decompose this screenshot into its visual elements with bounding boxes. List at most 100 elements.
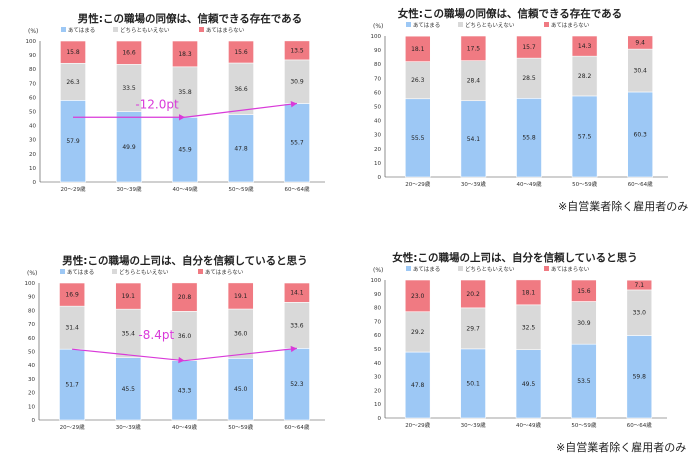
legend-swatch	[199, 27, 204, 32]
chart-title: 女性:この職場の上司は、自分を信頼していると思う	[392, 251, 637, 264]
data-label: 15.8	[66, 49, 80, 56]
data-label: 18.1	[522, 289, 536, 296]
y-tick-label: 40	[28, 363, 35, 369]
chart-panel-male-coworker: 男性:この職場の同僚は、信頼できる存在である あてはまる どちらともいえない あてはま…	[0, 0, 350, 229]
x-tick-label: 50～59歳	[229, 185, 254, 193]
legend-swatch	[406, 266, 411, 271]
legend-label: あてはまる	[68, 27, 95, 34]
trend-arrow-head	[179, 114, 185, 121]
data-label: 49.5	[522, 381, 536, 388]
data-label: 15.7	[522, 44, 536, 51]
data-label: 19.1	[234, 293, 248, 300]
data-label: 33.0	[633, 310, 647, 317]
data-label: 17.5	[467, 45, 481, 52]
data-label: 36.0	[234, 331, 248, 338]
bar-segment	[460, 307, 486, 350]
data-label: 29.7	[466, 325, 480, 332]
bar-segment	[516, 98, 542, 178]
x-tick-label: 20～29歳	[60, 423, 85, 431]
data-label: 45.0	[234, 386, 248, 393]
data-label: 47.8	[411, 382, 425, 389]
x-tick-label: 50～59歳	[572, 180, 597, 188]
legend-swatch	[198, 269, 203, 274]
data-label: 47.8	[234, 145, 248, 152]
data-label: 28.5	[522, 75, 536, 82]
legend-swatch	[458, 266, 463, 271]
chart-panel-female-boss: 女性:この職場の上司は、自分を信頼していると思う あてはまる どちらともいえない あて…	[350, 229, 700, 458]
data-label: 9.4	[635, 39, 645, 46]
x-tick-label: 30～39歳	[461, 421, 486, 429]
trend-arrow-line	[184, 347, 297, 362]
bar-segment	[404, 311, 431, 353]
data-label: 18.1	[411, 46, 425, 53]
bar-segment	[171, 311, 198, 361]
bar-segment	[515, 304, 542, 350]
y-tick-label: 70	[374, 319, 381, 325]
bar-segment	[627, 91, 654, 178]
y-tick-label: 100	[26, 39, 37, 45]
bar-segment	[404, 61, 431, 100]
data-label: 30.4	[634, 68, 648, 75]
data-label: 33.6	[290, 322, 304, 329]
trend-annotation: -8.4pt	[138, 328, 174, 342]
legend-swatch	[113, 27, 118, 32]
data-label: 18.3	[178, 51, 192, 58]
bar-segment	[404, 351, 431, 419]
bar-segment	[59, 282, 86, 307]
x-tick-label: 20～29歳	[405, 180, 430, 188]
data-label: 55.8	[522, 135, 536, 142]
bar-segment	[171, 282, 198, 312]
y-tick-label: 0	[32, 418, 36, 424]
data-label: 55.7	[290, 140, 304, 147]
legend-label: どちらともいえない	[465, 265, 515, 273]
data-label: 30.9	[577, 320, 591, 327]
y-unit-label: (%)	[28, 28, 38, 35]
data-label: 7.1	[635, 282, 645, 289]
y-tick-label: 20	[374, 147, 381, 153]
data-label: 26.3	[411, 77, 425, 84]
bar-segment	[571, 35, 598, 57]
data-label: 19.1	[122, 293, 136, 300]
x-tick-label: 20～29歳	[405, 421, 430, 429]
bar-segment	[228, 40, 254, 64]
bar-segment	[171, 360, 198, 421]
bar-segment	[515, 279, 542, 306]
y-tick-label: 10	[374, 402, 381, 408]
data-label: 53.5	[577, 378, 591, 385]
footnote-top: ※自営業者除く雇用者のみ	[558, 200, 689, 213]
data-label: 32.5	[522, 324, 536, 331]
bar-segment	[627, 35, 654, 50]
legend-label: あてはまらない	[551, 266, 590, 273]
data-label: 55.5	[411, 135, 425, 142]
bar-segment	[627, 48, 654, 93]
data-label: 30.9	[290, 79, 304, 86]
bar-segment	[571, 95, 598, 178]
x-tick-label: 60～64歳	[628, 180, 653, 188]
data-label: 45.5	[122, 386, 136, 393]
x-tick-label: 40～49歳	[516, 421, 541, 429]
legend-swatch	[458, 22, 463, 27]
x-tick-label: 60～64歳	[284, 423, 309, 431]
chart-title: 女性:この職場の同僚は、信頼できる存在である	[398, 7, 622, 20]
x-tick-label: 30～39歳	[116, 423, 141, 431]
y-tick-label: 30	[28, 377, 35, 383]
y-tick-label: 40	[374, 361, 381, 367]
y-tick-label: 50	[374, 105, 381, 111]
bar-segment	[172, 40, 198, 68]
bar-segment	[283, 348, 310, 421]
x-tick-label: 40～49歳	[172, 423, 197, 431]
legend-label: どちらともいえない	[465, 21, 515, 29]
bar-segment	[115, 282, 142, 310]
data-label: 59.8	[633, 374, 647, 381]
y-tick-label: 30	[374, 133, 381, 139]
y-tick-label: 80	[374, 62, 381, 68]
bar-segment	[283, 282, 310, 303]
y-tick-label: 60	[374, 333, 381, 339]
legend-swatch	[61, 27, 66, 32]
data-label: 16.9	[65, 292, 79, 299]
data-label: 35.8	[178, 89, 192, 96]
bar-segment	[626, 279, 653, 291]
